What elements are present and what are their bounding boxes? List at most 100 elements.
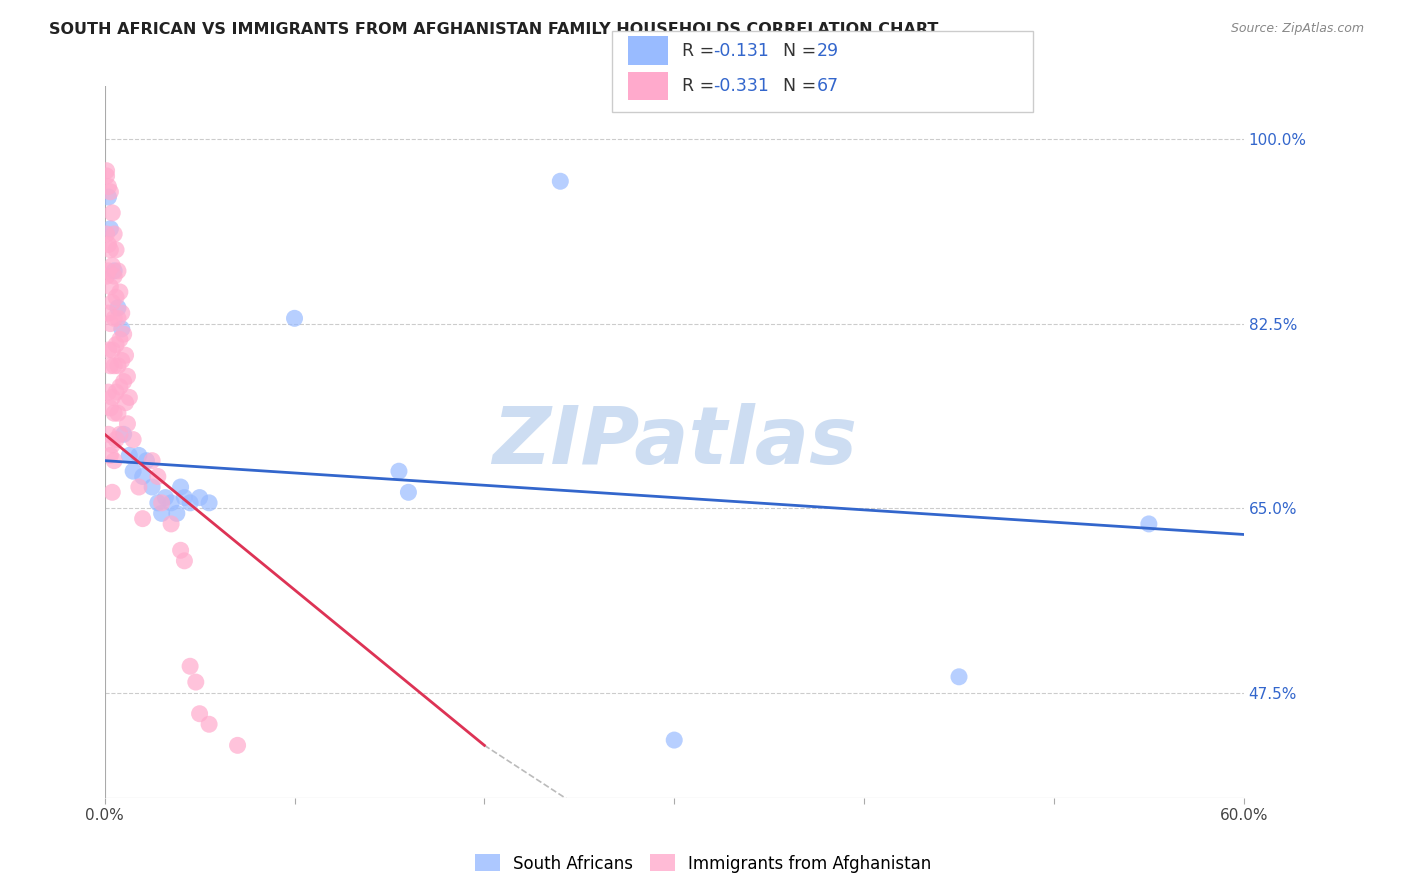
- Point: [122, 464, 145, 478]
- Point: [97, 190, 120, 204]
- Text: 67: 67: [817, 77, 839, 95]
- Point: [112, 327, 135, 342]
- Text: R =: R =: [682, 77, 720, 95]
- Point: [550, 174, 572, 188]
- Point: [101, 259, 124, 273]
- Point: [135, 453, 157, 467]
- Point: [98, 401, 121, 415]
- Point: [101, 485, 124, 500]
- Legend: South Africans, Immigrants from Afghanistan: South Africans, Immigrants from Afghanis…: [468, 847, 938, 880]
- Point: [131, 511, 153, 525]
- Point: [108, 380, 131, 394]
- Point: [111, 322, 134, 336]
- Point: [188, 491, 211, 505]
- Point: [105, 243, 128, 257]
- Text: -0.131: -0.131: [713, 42, 769, 60]
- Point: [114, 395, 136, 409]
- Point: [107, 359, 129, 373]
- Text: Source: ZipAtlas.com: Source: ZipAtlas.com: [1230, 22, 1364, 36]
- Point: [184, 675, 207, 690]
- Point: [160, 516, 183, 531]
- Point: [118, 391, 141, 405]
- Point: [107, 301, 129, 315]
- Point: [112, 427, 135, 442]
- Point: [117, 369, 139, 384]
- Point: [96, 163, 118, 178]
- Text: R =: R =: [682, 42, 720, 60]
- Point: [97, 306, 120, 320]
- Point: [98, 317, 121, 331]
- Point: [103, 359, 125, 373]
- Point: [141, 453, 163, 467]
- Point: [103, 227, 125, 241]
- Point: [173, 554, 195, 568]
- Point: [101, 206, 124, 220]
- Point: [112, 375, 135, 389]
- Point: [948, 670, 970, 684]
- Point: [128, 480, 150, 494]
- Point: [131, 469, 153, 483]
- Text: SOUTH AFRICAN VS IMMIGRANTS FROM AFGHANISTAN FAMILY HOUSEHOLDS CORRELATION CHART: SOUTH AFRICAN VS IMMIGRANTS FROM AFGHANI…: [49, 22, 939, 37]
- Point: [97, 385, 120, 400]
- Text: N =: N =: [772, 42, 821, 60]
- Point: [283, 311, 305, 326]
- Point: [98, 185, 121, 199]
- Point: [103, 269, 125, 284]
- Point: [160, 496, 183, 510]
- Point: [179, 659, 201, 673]
- Point: [169, 543, 191, 558]
- Point: [96, 169, 118, 183]
- Point: [101, 391, 124, 405]
- Point: [103, 453, 125, 467]
- Point: [114, 348, 136, 362]
- Point: [108, 285, 131, 299]
- Point: [97, 179, 120, 194]
- Point: [101, 438, 124, 452]
- Point: [166, 507, 188, 521]
- Point: [97, 237, 120, 252]
- Point: [101, 295, 124, 310]
- Point: [105, 433, 128, 447]
- Point: [226, 739, 249, 753]
- Point: [107, 264, 129, 278]
- Text: ZIPatlas: ZIPatlas: [492, 403, 856, 481]
- Point: [198, 496, 221, 510]
- Point: [98, 243, 121, 257]
- Point: [111, 353, 134, 368]
- Point: [96, 269, 118, 284]
- Point: [105, 337, 128, 351]
- Point: [103, 264, 125, 278]
- Point: [97, 343, 120, 357]
- Point: [103, 311, 125, 326]
- Point: [105, 290, 128, 304]
- Point: [1137, 516, 1160, 531]
- Point: [107, 406, 129, 420]
- Text: -0.331: -0.331: [713, 77, 769, 95]
- Point: [388, 464, 411, 478]
- Point: [97, 427, 120, 442]
- Point: [108, 427, 131, 442]
- Text: 29: 29: [817, 42, 839, 60]
- Point: [97, 264, 120, 278]
- Point: [198, 717, 221, 731]
- Point: [146, 496, 169, 510]
- Point: [179, 496, 201, 510]
- Point: [111, 306, 134, 320]
- Point: [108, 333, 131, 347]
- Text: N =: N =: [772, 77, 821, 95]
- Point: [122, 433, 145, 447]
- Point: [141, 480, 163, 494]
- Point: [107, 311, 129, 326]
- Point: [101, 343, 124, 357]
- Point: [664, 733, 686, 747]
- Point: [98, 279, 121, 293]
- Point: [117, 417, 139, 431]
- Point: [103, 406, 125, 420]
- Point: [188, 706, 211, 721]
- Point: [169, 480, 191, 494]
- Point: [396, 485, 419, 500]
- Point: [98, 449, 121, 463]
- Point: [98, 221, 121, 235]
- Point: [173, 491, 195, 505]
- Point: [105, 385, 128, 400]
